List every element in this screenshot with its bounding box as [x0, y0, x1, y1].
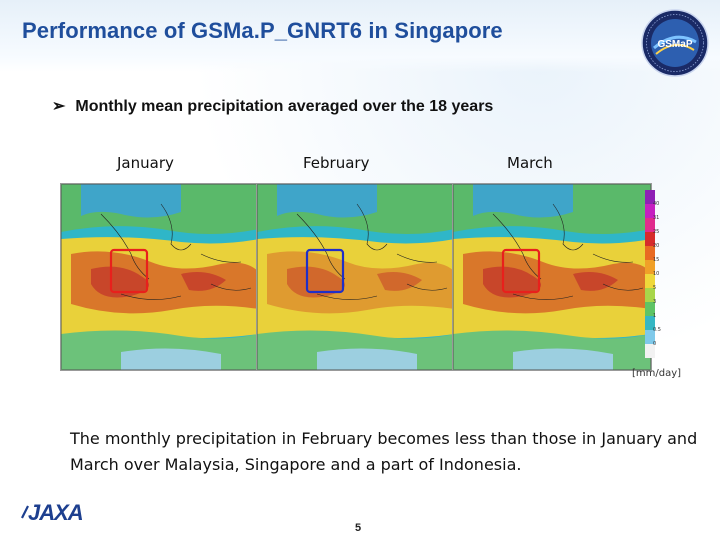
- month-label-march: March: [507, 154, 553, 172]
- bullet-text: Monthly mean precipitation averaged over…: [75, 98, 494, 115]
- map-precip-band: [483, 266, 541, 298]
- map-precip-band: [473, 184, 573, 218]
- precip-map-january: [60, 183, 260, 371]
- title-bar: [0, 0, 720, 72]
- month-label-february: February: [303, 154, 370, 172]
- map-coastline: [492, 203, 644, 300]
- caption-text: The monthly precipitation in February be…: [70, 429, 698, 474]
- precip-colorbar: [645, 190, 655, 358]
- map-precip-band: [573, 272, 618, 291]
- colorbar-label: 25: [653, 229, 660, 235]
- arrow-bullet-icon: ➢: [52, 98, 66, 115]
- region-highlight-box: [305, 248, 345, 294]
- colorbar-swatch: [645, 316, 655, 331]
- month-label-january: January: [117, 154, 174, 172]
- colorbar-swatch: [645, 330, 655, 345]
- map-precip-band: [181, 272, 226, 291]
- map-precip-band: [267, 251, 455, 314]
- colorbar-swatch: [645, 288, 655, 303]
- colorbar-swatch: [645, 190, 655, 205]
- map-precip-band: [71, 251, 259, 314]
- region-highlight-box: [501, 248, 541, 294]
- colorbar-label: 31: [653, 215, 660, 221]
- precip-map-february: [256, 183, 456, 371]
- map-precip-band: [287, 266, 345, 298]
- map-precip-band: [81, 184, 181, 218]
- page-number: 5: [355, 522, 362, 534]
- colorbar-swatch: [645, 274, 655, 289]
- colorbar-swatch: [645, 260, 655, 275]
- colorbar-label: 5: [653, 285, 657, 291]
- map-precip-band: [377, 272, 422, 291]
- colorbar-label: 3: [653, 299, 657, 305]
- jaxa-swoosh-icon: [21, 505, 29, 519]
- colorbar-swatch: [645, 302, 655, 317]
- map-coastline: [296, 203, 448, 300]
- colorbar-swatch: [645, 232, 655, 247]
- colorbar-label: 20: [653, 243, 660, 249]
- colorbar-label: 1: [653, 313, 657, 319]
- gsmap-logo: GSMaP: [640, 8, 710, 78]
- bullet-point: ➢ Monthly mean precipitation averaged ove…: [52, 96, 493, 116]
- colorbar-swatch: [645, 204, 655, 219]
- precip-map-march: [452, 183, 652, 371]
- slide-title: Performance of GSMa.P_GNRT6 in Singapore: [22, 18, 503, 43]
- colorbar-unit-label: [mm/day]: [632, 368, 682, 379]
- colorbar-label: 15: [653, 257, 660, 263]
- gsmap-logo-text: GSMaP: [657, 39, 692, 50]
- colorbar-swatch: [645, 344, 655, 358]
- map-coastline: [100, 203, 252, 300]
- map-precip-band: [317, 348, 417, 370]
- map-precip-band: [513, 348, 613, 370]
- colorbar-label: 40: [653, 201, 660, 207]
- map-precip-band: [121, 348, 221, 370]
- map-precip-band: [463, 251, 651, 314]
- map-precip-band: [277, 184, 377, 218]
- jaxa-logo: JAXA: [28, 500, 84, 525]
- colorbar-label: 0.5: [653, 327, 661, 333]
- colorbar-label: 0: [653, 341, 657, 347]
- region-highlight-box: [109, 248, 149, 294]
- colorbar-swatch: [645, 246, 655, 261]
- map-precip-band: [91, 266, 149, 298]
- colorbar-label: 10: [653, 271, 660, 277]
- colorbar-swatch: [645, 218, 655, 233]
